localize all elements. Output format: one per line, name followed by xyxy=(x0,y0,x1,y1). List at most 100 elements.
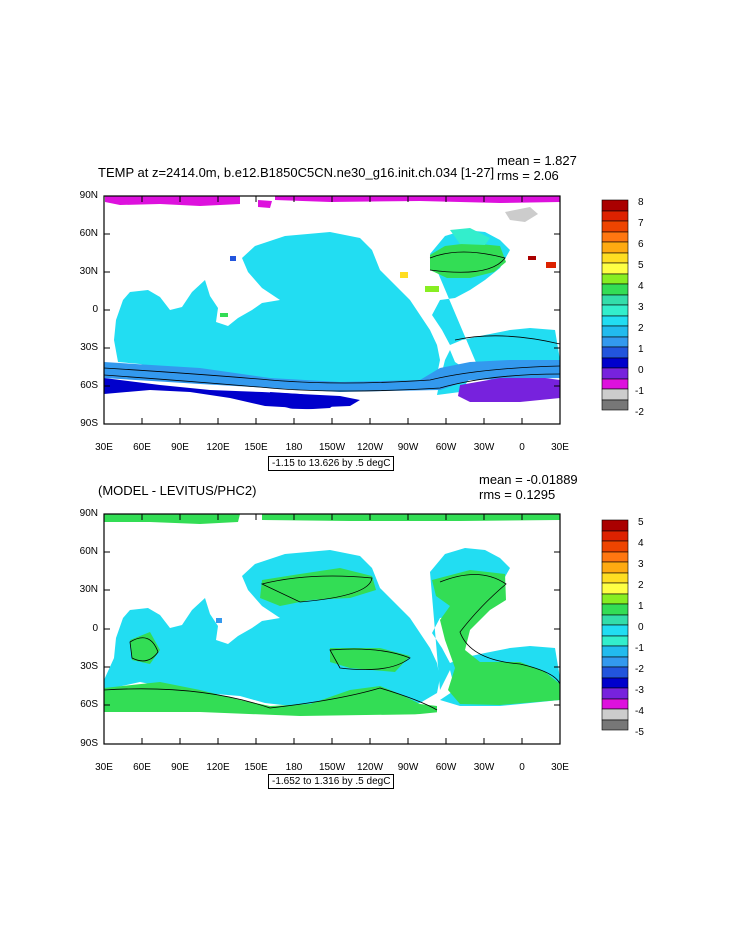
p1-lon: 120E xyxy=(206,442,230,453)
p1-lat-30n: 30N xyxy=(79,266,98,277)
map1-contour-4 xyxy=(454,335,561,345)
map1-sulu-blue xyxy=(230,256,236,261)
legend1-label: 7 xyxy=(638,218,644,229)
legend1-label: 1 xyxy=(638,344,644,355)
map1-contour-1 xyxy=(103,365,561,384)
plot2-title: (MODEL - LEVITUS/PHC2) xyxy=(98,483,257,498)
legend2-label: -1 xyxy=(635,643,644,654)
legend2-swatch xyxy=(601,551,629,563)
p2-lon: 120W xyxy=(356,762,384,773)
legend1-swatch xyxy=(601,336,629,348)
p2-lat-60n: 60N xyxy=(79,546,98,557)
map2-atlantic-green xyxy=(432,570,560,705)
map2-ticks xyxy=(103,513,561,745)
legend2-swatch xyxy=(601,719,629,731)
map2-contour-2 xyxy=(439,574,561,685)
legend1-label: 8 xyxy=(638,197,644,208)
map2-contour-3 xyxy=(103,687,438,711)
legend1-swatch xyxy=(601,231,629,243)
legend1-label: 6 xyxy=(638,239,644,250)
legend2-swatch xyxy=(601,603,629,616)
legend2-label: -2 xyxy=(635,664,644,675)
p1-lon: 120W xyxy=(356,442,384,453)
map1-indo-green xyxy=(220,313,228,317)
plot1-rms: rms = 2.06 xyxy=(497,168,559,183)
map1 xyxy=(103,195,561,425)
p2-lon: 120E xyxy=(206,762,230,773)
legend2-swatch xyxy=(601,530,629,542)
p1-lon: 30W xyxy=(473,442,495,453)
plot1-range-label: -1.15 to 13.626 by .5 degC xyxy=(268,456,395,471)
p2-lon: 150E xyxy=(244,762,268,773)
p2-lon: 90E xyxy=(171,762,189,773)
legend2-label: -5 xyxy=(635,727,644,738)
p1-lon: 60W xyxy=(435,442,457,453)
map2-sulu xyxy=(216,618,222,623)
legend1-swatch xyxy=(601,241,629,254)
legend2-label: 2 xyxy=(638,580,644,591)
legend1-swatch xyxy=(601,252,629,264)
legend1-swatch xyxy=(601,210,629,222)
p1-lon: 30E xyxy=(551,442,569,453)
map1-north-atlantic-green xyxy=(430,243,506,278)
legend1-swatch xyxy=(601,378,629,390)
legend2-swatch xyxy=(601,645,629,658)
map1-labrador-teal xyxy=(450,228,490,245)
p1-lat-90n: 90N xyxy=(79,190,98,201)
p1-lat-30s: 30S xyxy=(80,342,98,353)
legend2-swatch xyxy=(601,572,629,584)
p1-lat-60s: 60S xyxy=(80,380,98,391)
legend2-swatch xyxy=(601,708,629,721)
legend1-swatch xyxy=(601,367,629,380)
map1-med-red xyxy=(528,256,536,260)
map1-contour-2 xyxy=(103,373,561,392)
p1-lat-0: 0 xyxy=(92,304,98,315)
legend1-label: 4 xyxy=(638,281,644,292)
p2-lon: 60E xyxy=(133,762,151,773)
p1-lat-90s: 90S xyxy=(80,418,98,429)
map1-ross-navy xyxy=(270,392,340,410)
p2-lon: 180 xyxy=(285,762,303,773)
p2-lat-60s: 60S xyxy=(80,699,98,710)
p2-lon: 0 xyxy=(519,762,525,773)
plot2-rms: rms = 0.1295 xyxy=(479,487,556,502)
legend2-label: 5 xyxy=(638,517,644,528)
map1-contour-3 xyxy=(429,251,506,273)
map1-weddell-purple xyxy=(458,378,560,402)
map2-contour-1 xyxy=(260,575,373,603)
legend1-swatch xyxy=(601,262,629,275)
legend2-swatch xyxy=(601,624,629,637)
map2-indian-green xyxy=(130,632,160,664)
legend2-swatch xyxy=(601,656,629,668)
legend1-swatch xyxy=(601,199,629,212)
legend1-swatch xyxy=(601,283,629,296)
map1-red-sea xyxy=(546,262,556,268)
p2-lat-30s: 30S xyxy=(80,661,98,672)
legend2-label: -4 xyxy=(635,706,644,717)
legend2-swatch xyxy=(601,687,629,700)
p2-lon: 30E xyxy=(95,762,113,773)
legend2-swatch xyxy=(601,635,629,647)
plot2-mean: mean = -0.01889 xyxy=(479,472,578,487)
p1-lon: 0 xyxy=(519,442,525,453)
p2-lat-90n: 90N xyxy=(79,508,98,519)
plot1-title: TEMP at z=2414.0m, b.e12.B1850C5CN.ne30_… xyxy=(98,165,495,180)
legend2-swatch xyxy=(601,540,629,553)
map1-ticks xyxy=(103,195,561,425)
map1-greenland-sea xyxy=(505,207,538,222)
legend2-swatch xyxy=(601,561,629,574)
p2-lon: 150W xyxy=(318,762,346,773)
p1-lon: 30E xyxy=(95,442,113,453)
p2-lat-0: 0 xyxy=(92,623,98,634)
legend2-label: 3 xyxy=(638,559,644,570)
map2 xyxy=(103,513,561,745)
legend1-swatch xyxy=(601,346,629,359)
legend2-label: 4 xyxy=(638,538,644,549)
map1-gulf-yellow xyxy=(400,272,408,278)
legend2-label: 0 xyxy=(638,622,644,633)
legend1-label: 0 xyxy=(638,365,644,376)
p1-lon: 150E xyxy=(244,442,268,453)
legend2-swatch xyxy=(601,698,629,710)
legend2-swatch xyxy=(601,519,629,532)
